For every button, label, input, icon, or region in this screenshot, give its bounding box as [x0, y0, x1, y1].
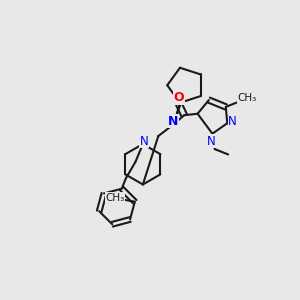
Text: N: N: [140, 135, 148, 148]
Text: O: O: [173, 91, 184, 104]
Text: N: N: [207, 135, 215, 148]
Text: CH₃: CH₃: [105, 193, 124, 203]
Text: N: N: [168, 115, 178, 128]
Text: N: N: [228, 115, 237, 128]
Text: CH₃: CH₃: [238, 93, 257, 103]
